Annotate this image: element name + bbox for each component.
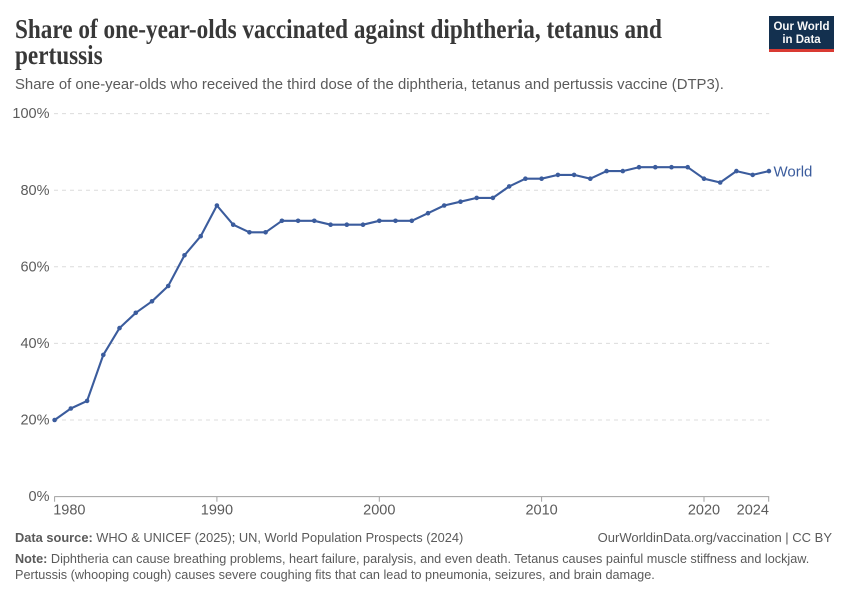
svg-text:1980: 1980 [53, 503, 85, 519]
svg-text:2000: 2000 [363, 503, 395, 519]
svg-text:World: World [774, 164, 813, 181]
svg-text:1990: 1990 [201, 503, 233, 519]
svg-text:20%: 20% [20, 413, 49, 429]
svg-text:2020: 2020 [688, 503, 720, 519]
svg-text:2024: 2024 [737, 503, 769, 519]
svg-text:40%: 40% [20, 336, 49, 352]
svg-text:80%: 80% [20, 183, 49, 199]
svg-text:100%: 100% [12, 106, 49, 122]
svg-text:0%: 0% [29, 489, 50, 505]
svg-text:60%: 60% [20, 259, 49, 275]
svg-text:2010: 2010 [525, 503, 557, 519]
